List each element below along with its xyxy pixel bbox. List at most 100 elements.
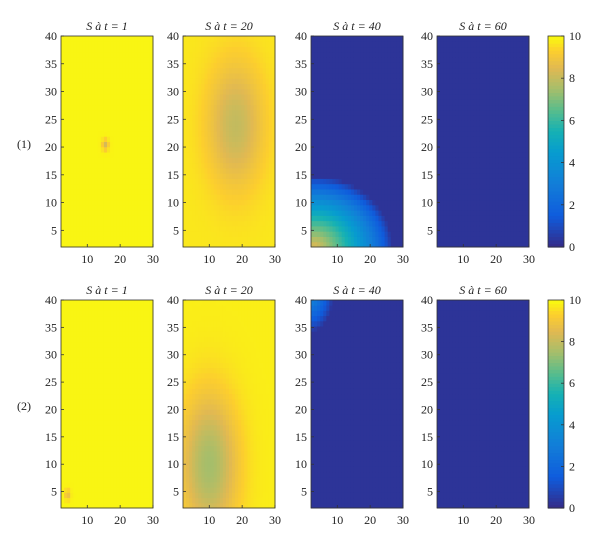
heatmap-cell: [82, 41, 87, 48]
heatmap-cell: [232, 130, 236, 137]
heatmap-cell: [100, 141, 105, 148]
heatmap-cell: [210, 130, 215, 137]
heatmap-cell: [372, 188, 376, 195]
heatmap-cell: [97, 94, 102, 100]
heatmap-cell: [238, 57, 242, 63]
heatmap-cell: [489, 231, 493, 237]
heatmap-cell: [396, 152, 401, 158]
heatmap-cell: [467, 83, 472, 90]
heatmap-cell: [201, 231, 205, 237]
heatmap-cell: [353, 178, 358, 185]
heatmap-cell: [146, 210, 151, 216]
heatmap-cell: [489, 115, 493, 121]
heatmap-cell: [122, 99, 126, 106]
heatmap-cell: [350, 51, 355, 58]
heatmap-cell: [381, 130, 386, 137]
heatmap-cell: [244, 125, 248, 132]
heatmap-cell: [452, 231, 456, 237]
heatmap-cell: [216, 115, 221, 121]
heatmap-cell: [501, 231, 505, 237]
heatmap-cell: [195, 188, 199, 195]
heatmap-cell: [247, 94, 251, 100]
heatmap-cell: [149, 220, 154, 227]
heatmap-cell: [207, 152, 212, 158]
heatmap-cell: [198, 231, 202, 237]
heatmap-cell: [461, 67, 466, 74]
heatmap-cell: [61, 173, 65, 179]
heatmap-cell: [470, 67, 475, 74]
heatmap-cell: [338, 183, 343, 190]
heatmap-cell: [347, 94, 352, 100]
heatmap-cell: [241, 220, 245, 227]
heatmap-cell: [73, 173, 77, 179]
heatmap-cell: [229, 51, 233, 58]
heatmap-cell: [149, 215, 154, 222]
heatmap-cell: [186, 125, 190, 132]
heatmap-cell: [446, 199, 450, 206]
heatmap-cell: [213, 157, 218, 164]
heatmap-cell: [326, 167, 330, 174]
heatmap-cell: [369, 120, 373, 127]
heatmap-cell: [79, 152, 83, 158]
heatmap-cell: [61, 104, 65, 111]
heatmap-cell: [516, 78, 521, 84]
heatmap-cell: [375, 178, 379, 185]
heatmap-cell: [489, 141, 493, 148]
heatmap-cell: [219, 199, 224, 206]
heatmap-cell: [449, 72, 453, 79]
heatmap-cell: [61, 424, 65, 431]
heatmap-cell: [498, 188, 502, 195]
heatmap-cell: [440, 210, 444, 216]
heatmap-cell: [470, 104, 475, 111]
heatmap-cell: [256, 99, 261, 106]
heatmap-cell: [61, 115, 65, 121]
heatmap-cell: [210, 199, 215, 206]
heatmap-cell: [213, 141, 218, 148]
heatmap-cell: [137, 210, 142, 216]
heatmap-cell: [522, 41, 527, 48]
heatmap-cell: [225, 99, 230, 106]
heatmap-cell: [350, 231, 355, 237]
heatmap-cell: [489, 210, 493, 216]
heatmap-cell: [149, 152, 154, 158]
heatmap-cell: [470, 225, 475, 232]
heatmap-cell: [225, 167, 230, 174]
heatmap-cell: [437, 78, 441, 84]
heatmap-cell: [137, 62, 142, 69]
heatmap-cell: [510, 183, 515, 190]
heatmap-cell: [332, 173, 337, 179]
heatmap-cell: [347, 125, 352, 132]
colorbar-segment: [548, 106, 564, 111]
heatmap-cell: [476, 57, 481, 63]
heatmap-cell: [360, 167, 364, 174]
heatmap-cell: [97, 173, 102, 179]
heatmap-cell: [311, 83, 315, 90]
y-tick-label: 25: [45, 112, 57, 126]
heatmap-cell: [372, 167, 376, 174]
heatmap-cell: [94, 57, 99, 63]
heatmap-cell: [192, 99, 196, 106]
heatmap-cell: [128, 41, 133, 48]
heatmap-cell: [399, 215, 404, 222]
heatmap-cell: [61, 120, 65, 127]
heatmap-cell: [396, 88, 401, 95]
heatmap-cell: [76, 78, 80, 84]
heatmap-cell: [483, 109, 487, 116]
heatmap-cell: [122, 120, 126, 127]
heatmap-cell: [338, 78, 343, 84]
heatmap-cell: [350, 173, 355, 179]
heatmap-cell: [256, 36, 261, 42]
heatmap-cell: [473, 130, 478, 137]
colorbar-segment: [548, 81, 564, 86]
heatmap-cell: [256, 199, 261, 206]
heatmap-cell: [323, 152, 327, 158]
heatmap-cell: [446, 220, 450, 227]
heatmap-cell: [247, 215, 251, 222]
colorbar-segment: [548, 215, 564, 220]
colorbar-segment: [548, 99, 564, 104]
heatmap-cell: [369, 72, 373, 79]
colorbar-segment: [548, 116, 564, 121]
heatmap-cell: [507, 120, 512, 127]
heatmap-cell: [452, 220, 456, 227]
heatmap-cell: [140, 236, 145, 243]
